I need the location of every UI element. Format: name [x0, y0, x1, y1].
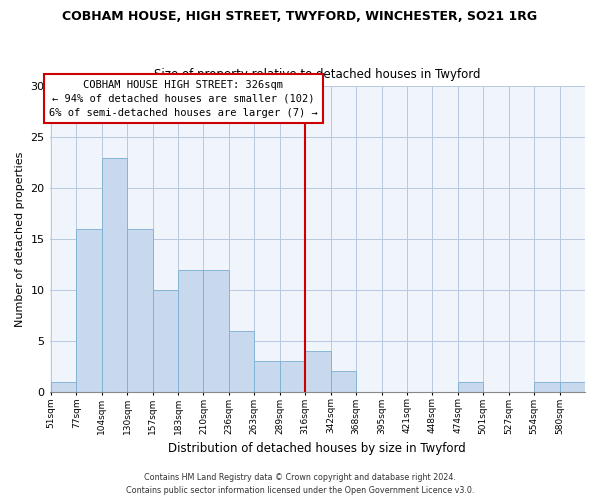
Bar [127, 229, 152, 392]
Bar [458, 382, 483, 392]
Bar [203, 270, 229, 392]
Title: Size of property relative to detached houses in Twyford: Size of property relative to detached ho… [154, 68, 481, 81]
Bar [229, 330, 254, 392]
Bar [152, 290, 178, 392]
Text: COBHAM HOUSE HIGH STREET: 326sqm
← 94% of detached houses are smaller (102)
6% o: COBHAM HOUSE HIGH STREET: 326sqm ← 94% o… [49, 80, 317, 118]
Bar [254, 361, 280, 392]
Bar [101, 158, 127, 392]
Bar [178, 270, 203, 392]
Text: Contains HM Land Registry data © Crown copyright and database right 2024.
Contai: Contains HM Land Registry data © Crown c… [126, 473, 474, 495]
Bar [305, 351, 331, 392]
Bar [534, 382, 560, 392]
Bar [76, 229, 101, 392]
Bar [560, 382, 585, 392]
Y-axis label: Number of detached properties: Number of detached properties [15, 152, 25, 326]
X-axis label: Distribution of detached houses by size in Twyford: Distribution of detached houses by size … [169, 442, 466, 455]
Bar [280, 361, 305, 392]
Bar [331, 372, 356, 392]
Text: COBHAM HOUSE, HIGH STREET, TWYFORD, WINCHESTER, SO21 1RG: COBHAM HOUSE, HIGH STREET, TWYFORD, WINC… [62, 10, 538, 23]
Bar [51, 382, 76, 392]
